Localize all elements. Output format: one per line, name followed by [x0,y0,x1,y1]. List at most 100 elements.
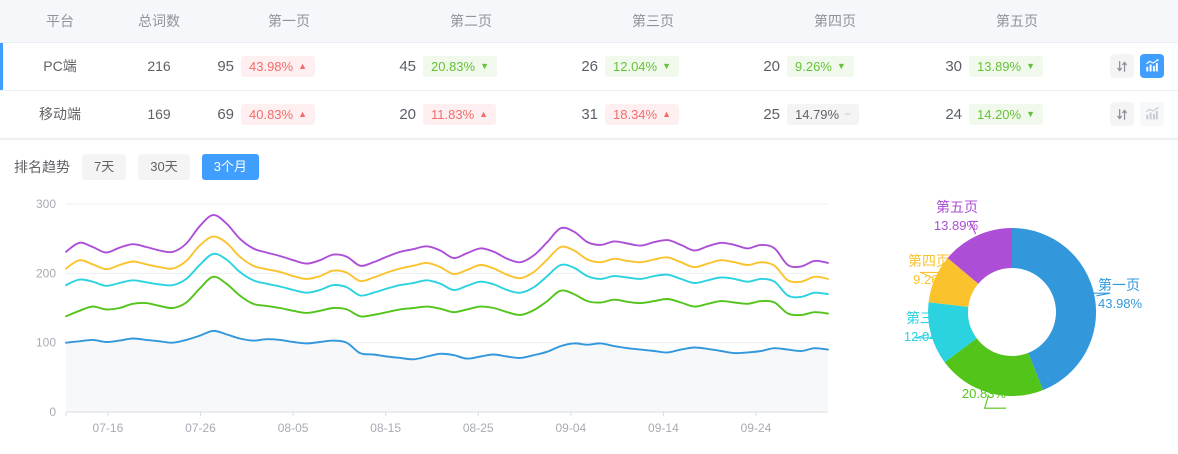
chart-icon[interactable] [1140,102,1164,126]
trend-up-arrow-icon: ▲ [298,60,308,71]
rank-trend-line-chart[interactable]: 爱站网010020030007-1607-2608-0508-1508-2509… [0,190,840,452]
table-body: PC端 216 95 43.98% ▲ 45 20.83% ▼ 26 12.04% [0,42,1178,139]
svg-text:08-25: 08-25 [463,421,494,435]
svg-text:09-14: 09-14 [648,421,679,435]
donut-chart-svg: 第一页 43.98% 第二页 20.83% 第三页 12.04% 第四页 9.26% 第五页 13… [904,199,1143,409]
table-header-row: 平台 总词数 第一页 第二页 第三页 第四页 第五页 [0,0,1178,43]
page-2-count: 20 [399,105,416,123]
trend-title: 排名趋势 [14,158,70,175]
cell-total-keywords: 169 [120,90,198,139]
svg-text:07-16: 07-16 [93,421,124,435]
svg-text:20.83%: 20.83% [962,386,1007,401]
cell-actions [1108,90,1178,139]
page-1-percent: 43.98% [249,58,294,74]
page-4-change-badge: 9.26% ▼ [787,55,854,77]
cell-page-3: 26 12.04% ▼ [562,42,744,91]
page-3-change-badge: 12.04% ▼ [605,55,680,77]
svg-text:第三页: 第三页 [906,310,948,326]
cell-page-1: 69 40.83% ▲ [198,90,380,139]
page-5-change-badge: 14.20% ▼ [969,103,1044,125]
page-3-percent: 18.34% [613,106,658,122]
trend-up-arrow-icon: ▲ [662,108,672,119]
page-5-count: 30 [945,57,962,75]
trend-down-arrow-icon: ▼ [480,60,490,71]
svg-text:08-15: 08-15 [370,421,401,435]
tab-30-days[interactable]: 30天 [138,153,190,180]
sort-icon[interactable] [1110,54,1134,78]
svg-text:09-24: 09-24 [741,421,772,435]
page-4-change-badge: 14.79% − [787,103,860,125]
page-1-percent: 40.83% [249,106,294,122]
cell-platform: 移动端 [0,90,120,139]
cell-total-keywords: 216 [120,42,198,91]
page-3-count: 26 [581,57,598,75]
svg-text:13.89%: 13.89% [934,218,979,233]
col-page-2: 第二页 [380,0,562,43]
col-actions [1108,0,1178,43]
page-3-count: 31 [581,105,598,123]
page-4-count: 25 [763,105,780,123]
cell-page-4: 25 14.79% − [744,90,926,139]
page-3-percent: 12.04% [613,58,658,74]
svg-text:第一页: 第一页 [1098,277,1140,293]
table-row[interactable]: 移动端 169 69 40.83% ▲ 20 11.83% ▲ 31 18.34% [0,90,1178,139]
col-page-1: 第一页 [198,0,380,43]
page-4-percent: 9.26% [795,58,832,74]
svg-text:07-26: 07-26 [185,421,216,435]
cell-platform: PC端 [0,42,120,91]
svg-text:100: 100 [36,335,56,349]
svg-text:0: 0 [49,405,56,419]
trend-down-arrow-icon: ▼ [662,60,672,71]
cell-page-1: 95 43.98% ▲ [198,42,380,91]
sort-icon[interactable] [1110,102,1134,126]
svg-text:第四页: 第四页 [908,253,950,269]
trend-up-arrow-icon: ▲ [298,108,308,119]
page-2-percent: 11.83% [431,106,475,122]
svg-text:08-05: 08-05 [278,421,309,435]
platform-ranking-table: 平台 总词数 第一页 第二页 第三页 第四页 第五页 PC端 216 95 43.… [0,0,1178,139]
svg-text:第二页: 第二页 [964,367,1006,383]
page-2-count: 45 [399,57,416,75]
page-2-change-badge: 11.83% ▲ [423,103,497,125]
cell-page-2: 45 20.83% ▼ [380,42,562,91]
page-1-count: 69 [217,105,234,123]
svg-text:43.98%: 43.98% [1098,296,1143,311]
trend-toolbar: 排名趋势 7天 30天 3个月 [0,138,1178,190]
cell-page-5: 30 13.89% ▼ [926,42,1108,91]
page-3-change-badge: 18.34% ▲ [605,103,680,125]
cell-actions [1108,42,1178,91]
svg-text:200: 200 [36,266,56,280]
chart-icon[interactable] [1140,54,1164,78]
svg-text:09-04: 09-04 [555,421,586,435]
charts-area: 爱站网010020030007-1607-2608-0508-1508-2509… [0,190,1178,452]
page-5-change-badge: 13.89% ▼ [969,55,1044,77]
page-1-count: 95 [217,57,234,75]
svg-text:9.26%: 9.26% [913,272,950,287]
line-chart-svg: 爱站网010020030007-1607-2608-0508-1508-2509… [36,197,829,435]
page-5-percent: 13.89% [977,58,1022,74]
page-2-change-badge: 20.83% ▼ [423,55,498,77]
page-4-percent: 14.79% [795,106,840,122]
page-1-change-badge: 40.83% ▲ [241,103,316,125]
svg-text:第五页: 第五页 [936,199,978,215]
page-5-count: 24 [945,105,962,123]
col-page-4: 第四页 [744,0,926,43]
col-total: 总词数 [120,0,198,43]
tab-3-months[interactable]: 3个月 [201,153,259,180]
page-1-change-badge: 43.98% ▲ [241,55,316,77]
col-platform: 平台 [0,0,120,43]
col-page-5: 第五页 [926,0,1108,43]
page-distribution-donut-chart[interactable]: 第一页 43.98% 第二页 20.83% 第三页 12.04% 第四页 9.26% 第五页 13… [840,190,1178,452]
cell-page-3: 31 18.34% ▲ [562,90,744,139]
page-4-count: 20 [763,57,780,75]
tab-7-days[interactable]: 7天 [82,153,127,180]
svg-text:12.04%: 12.04% [904,329,949,344]
col-page-3: 第三页 [562,0,744,43]
trend-down-arrow-icon: ▼ [1026,60,1036,71]
trend-down-arrow-icon: ▼ [1026,108,1036,119]
cell-page-4: 20 9.26% ▼ [744,42,926,91]
table-row[interactable]: PC端 216 95 43.98% ▲ 45 20.83% ▼ 26 12.04% [0,42,1178,91]
page-2-percent: 20.83% [431,58,476,74]
cell-page-2: 20 11.83% ▲ [380,90,562,139]
